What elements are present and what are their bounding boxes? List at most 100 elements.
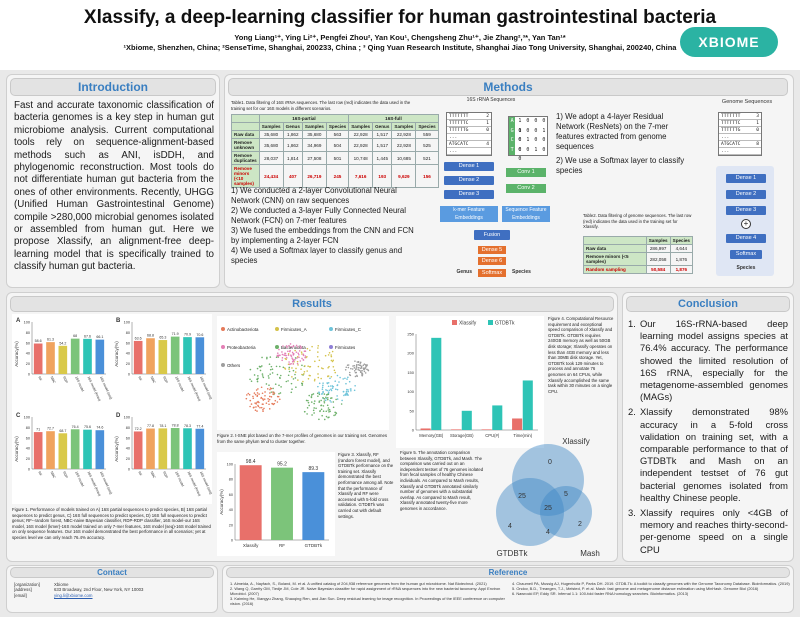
tsne-point [287,374,290,377]
legend-swatch [221,345,225,349]
tsne-point [347,364,350,366]
tsne-point [307,377,310,380]
tsne-point [294,371,297,373]
bar [481,429,492,430]
legend-label: Firmicutes_C [335,327,361,332]
step-genome-1: 1) We adopt a 4-layer Residual Network (… [556,112,669,151]
tsne-point [291,357,293,359]
tsne-point [335,398,337,401]
tsne-point [363,363,366,365]
tsne-point [261,365,263,367]
table1-cell: 1,517 [372,130,393,139]
tsne-point [256,392,259,394]
kmer-row: TTTTTTT 2 [447,113,491,120]
tsne-point [295,351,298,353]
panel-letter: D [116,413,121,419]
legend-swatch [452,320,457,325]
tsne-point [261,375,264,377]
tsne-point [360,365,363,368]
tsne-point [335,412,338,415]
table2-row: Raw data 286,997 4,644 [583,244,694,253]
table1-corner-2 [231,122,260,131]
onehot-bits: 0 0 0 1 0 [518,127,547,144]
bar-value-label: 70.9 [184,333,191,337]
bar-value-label: 71 [36,428,40,432]
tsne-point [312,393,315,395]
tsne-point [288,363,291,366]
bar-value-label: 71.9 [172,332,179,336]
panel-letter: C [16,413,21,419]
tsne-point [273,402,276,405]
tsne-point [353,367,356,369]
diagram-genome: Genome Sequences TTTTTTT 3 TTTTTTC 1 TTTTTTG… [700,96,792,284]
onehot-letter: G [509,126,516,136]
tsne-point [276,401,279,403]
tsne-point [327,367,329,369]
y-tick-label: 0 [231,539,233,543]
tsne-point [320,377,322,380]
tsne-point [257,377,259,380]
tsne-point [310,401,313,403]
bar [70,429,80,469]
tsne-point [287,363,290,366]
tsne-point [294,377,297,379]
table2-cell: 1,876 [669,252,694,266]
x-tick-label: NBC [150,471,157,480]
table1-cell: 193 [372,164,393,188]
tsne-point [338,381,340,383]
genome-softmax: Softmax [730,250,762,259]
tsne-point [268,408,271,410]
affiliations: ¹Xbiome, Shenzhen, China; ²SenseTime, Sh… [123,43,677,52]
bar [271,467,293,540]
tsne-point [279,354,281,357]
tsne-point [327,385,330,388]
step-genome-2: 2) We use a Softmax layer to classify sp… [556,156,685,175]
contact-email-link[interactable]: ying.li@xbiome.com [54,592,93,598]
bar-value-label: 68.8 [147,334,154,338]
tsne-point [304,356,306,359]
tsne-point [302,359,305,361]
tsne-point [294,373,296,376]
tsne-point [298,356,300,359]
x-tick-label: 16S model [174,471,185,488]
author-list: Yong Liang¹⁺, Ying Li²⁺, Pengfei Zhou², … [234,33,566,42]
bar [239,465,262,540]
bar [83,338,92,374]
tsne-point [292,360,295,363]
y-tick-label: 80 [26,426,30,430]
tsne-point [261,392,264,395]
bar [58,433,68,469]
y-tick-label: 100 [24,416,30,420]
tsne-point [355,368,357,370]
tsne-point [258,365,261,368]
tsne-point [292,378,295,380]
bar-value-label: 77.4 [196,424,203,428]
kmer-count: 8 [756,142,759,147]
kmer-row: ATGCATC 4 [447,141,491,148]
tsne-point [295,386,297,389]
conclusion-item: 3. Xlassify requires only <4GB of memory … [628,507,788,555]
y-tick-label: 20 [26,362,30,366]
tsne-point [313,412,315,414]
bar [183,337,192,374]
kmer-row: TTTTTTT 3 [719,113,761,120]
tsne-point [359,370,362,372]
tsne-point [321,386,324,389]
tsne-point [341,399,343,402]
tsne-point [302,353,305,356]
legend-entry: Actinobacteriota [221,326,275,333]
fig4-caption: Figure 4. Computational Resource require… [548,316,614,394]
diagram16s-title: 16S rRNA Sequences [466,97,516,103]
tsne-point [306,413,308,415]
tsne-point [361,374,364,377]
table1-cell: 1,862 [282,138,303,152]
x-tick-label: 16S model [74,471,85,488]
tsne-point [320,399,322,402]
table1-cell: 501 [325,151,350,165]
tsne-point [342,378,344,380]
bar-value-label: 78.1 [159,424,166,428]
tsne-point [333,414,335,417]
kmer-row: TTTTTTG 0 [719,127,761,134]
tsne-point [290,382,293,385]
